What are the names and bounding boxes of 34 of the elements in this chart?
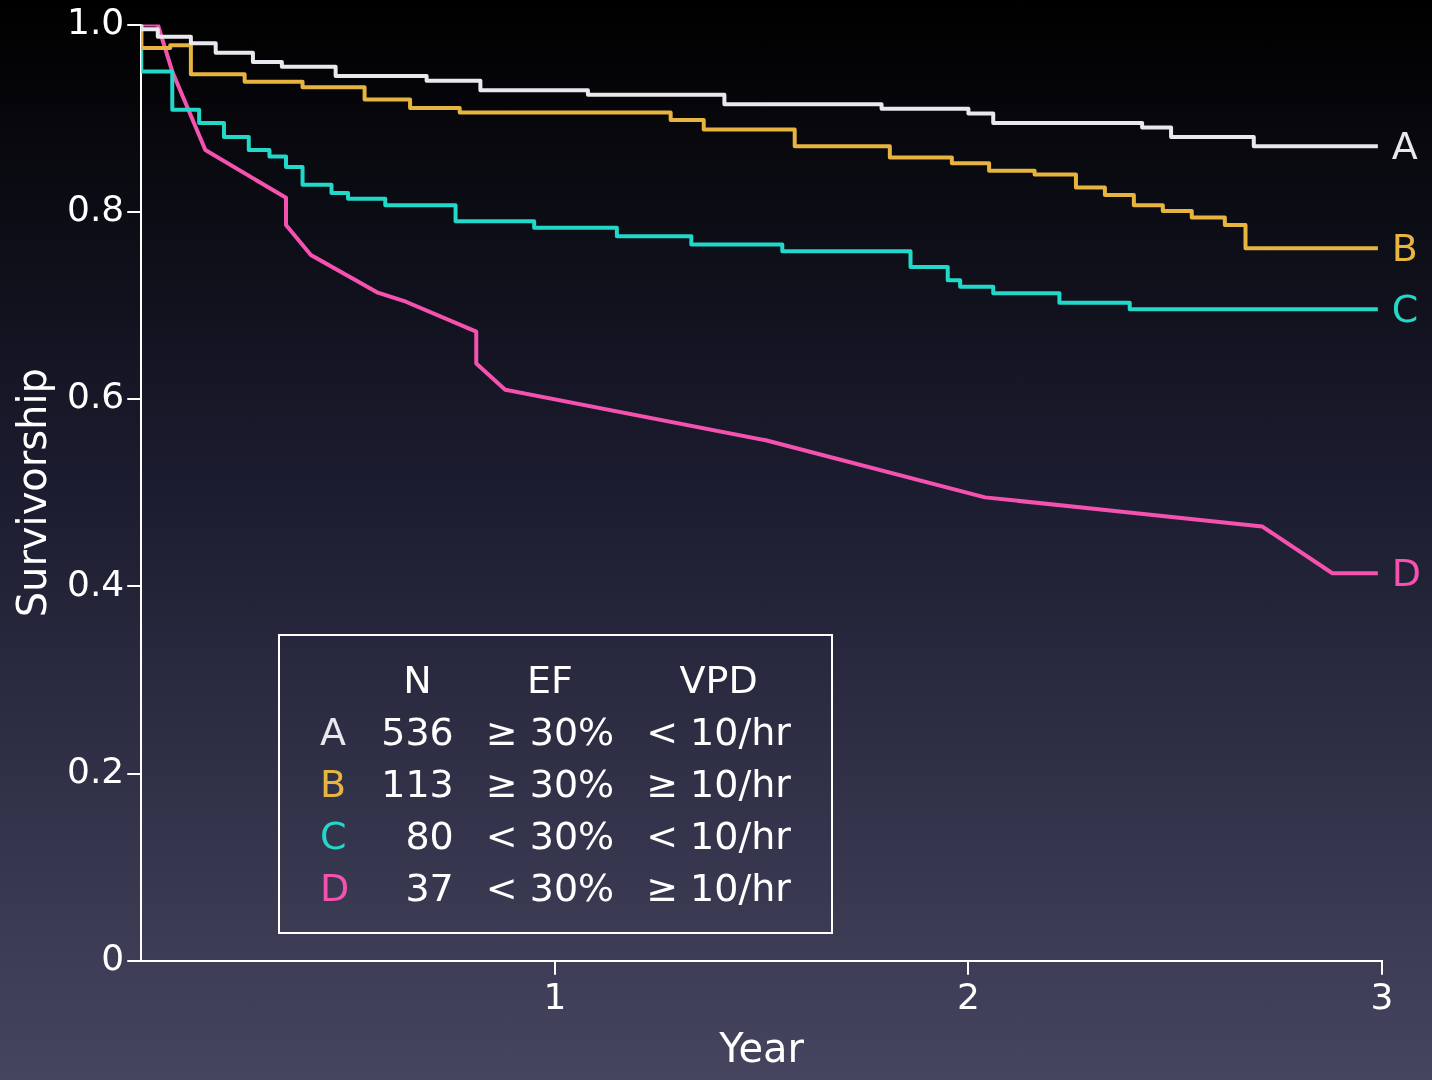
text: D xyxy=(320,866,350,910)
text: C xyxy=(320,814,347,858)
annotation: < 10/hr xyxy=(645,709,792,756)
annotation: ≥ 30% xyxy=(484,709,616,756)
y-tick-label: 0.2 xyxy=(66,749,125,791)
annotation: < 30% xyxy=(484,865,616,912)
annotation: ≥ 10/hr xyxy=(645,865,792,912)
y-tick-label: 0 xyxy=(101,937,125,979)
annotation: < 30% xyxy=(484,813,616,860)
annotation: ≥ 30% xyxy=(484,761,616,808)
annotation: < 10/hr xyxy=(645,813,792,860)
y-tick-label: 0.4 xyxy=(66,562,125,604)
annotation: EF xyxy=(526,657,574,704)
annotation: N xyxy=(402,657,433,704)
y-tick-label: 0.6 xyxy=(66,375,125,417)
y-axis-title: Survivorship xyxy=(9,368,56,618)
y-tick-label: 1.0 xyxy=(66,0,125,42)
annotation: 113 xyxy=(380,761,455,808)
annotation: 37 xyxy=(404,865,455,912)
y-tick-label: 0.8 xyxy=(66,188,125,230)
series-label: B xyxy=(1391,225,1418,273)
annotation: VPD xyxy=(678,657,759,704)
x-tick-label: 2 xyxy=(956,975,980,1017)
annotation: ≥ 10/hr xyxy=(645,761,792,808)
x-tick-label: 3 xyxy=(1370,975,1394,1017)
series-label: A xyxy=(1391,123,1418,171)
text: B xyxy=(320,762,347,806)
annotation: 536 xyxy=(380,709,455,756)
annotation: 80 xyxy=(404,813,455,860)
text: A xyxy=(320,710,346,754)
series-label: C xyxy=(1391,286,1419,334)
series-label: D xyxy=(1391,550,1422,598)
x-axis-title: Year xyxy=(718,1025,805,1072)
x-tick-label: 1 xyxy=(543,975,567,1017)
